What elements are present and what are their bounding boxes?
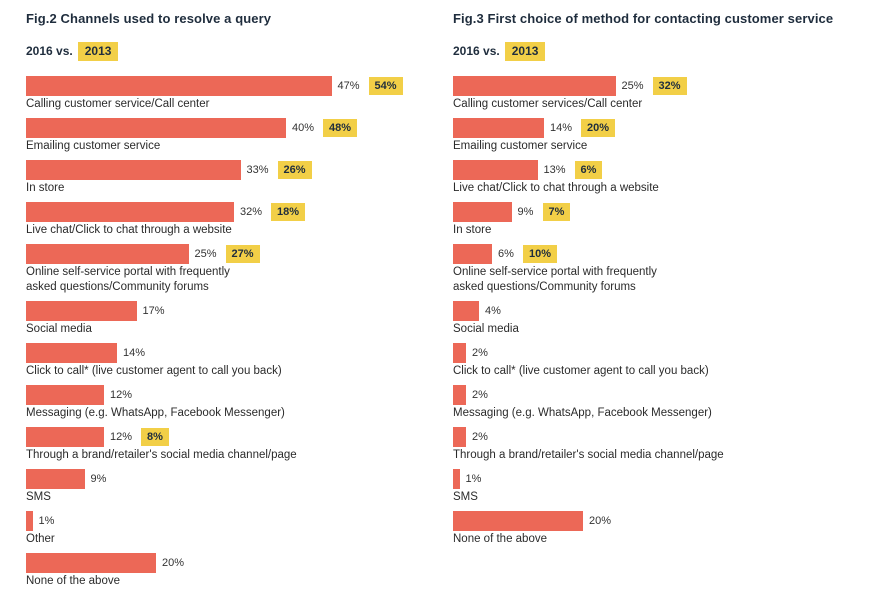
fig2-bar-2016	[26, 244, 189, 264]
fig2-category-label: Online self-service portal with frequent…	[26, 266, 230, 293]
fig3-value-label-2016: 2%	[472, 389, 488, 401]
fig2-category-label: Social media	[26, 323, 92, 335]
fig3-value-badge-2013: 32%	[652, 77, 687, 95]
fig2-category-label: Emailing customer service	[26, 140, 161, 152]
fig3-bar-2016	[453, 385, 466, 405]
fig2-panel: Fig.2 Channels used to resolve a query 2…	[26, 0, 436, 610]
fig3-value-label-2016: 1%	[465, 473, 482, 485]
fig2-current-year-label: 2016 vs.	[26, 44, 73, 58]
fig2-bar-2016	[26, 553, 156, 573]
fig3-category-label: Through a brand/retailer's social media …	[453, 449, 724, 461]
fig3-category-label: SMS	[453, 491, 478, 503]
fig3-category-label: In store	[453, 224, 492, 236]
fig3-value-badge-2013: 20%	[581, 119, 616, 137]
fig2-value-label-2016: 17%	[142, 305, 165, 317]
fig2-category-label: SMS	[26, 491, 51, 503]
fig3-previous-year-badge: 2013	[504, 41, 546, 61]
fig2-category-label: Through a brand/retailer's social media …	[26, 449, 297, 461]
fig3-category-label: Click to call* (live customer agent to c…	[453, 365, 709, 377]
fig3-value-badge-2013: 6%	[574, 161, 603, 179]
fig3-bar-2016	[453, 160, 538, 180]
fig2-value-badge-2013: 54%	[368, 77, 403, 95]
fig2-value-label-2016: 12%	[110, 431, 133, 443]
fig3-category-label: Live chat/Click to chat through a websit…	[453, 182, 659, 194]
fig3-value-label-2016: 9%	[517, 206, 534, 218]
fig2-value-badge-2013: 8%	[141, 428, 169, 446]
fig2-value-label-2016: 40%	[292, 122, 315, 134]
fig2-value-badge-2013: 48%	[323, 119, 358, 137]
fig3-bar-2016	[453, 202, 512, 222]
fig2-value-label-2016: 1%	[38, 515, 55, 527]
fig3-value-label-2016: 25%	[621, 80, 644, 92]
fig2-bar-2016	[26, 469, 85, 489]
fig2-bar-2016	[26, 343, 117, 363]
fig3-bar-2016	[453, 301, 479, 321]
fig2-category-label: Calling customer service/Call center	[26, 98, 210, 110]
fig2-category-label: None of the above	[26, 575, 120, 587]
fig3-category-label: Emailing customer service	[453, 140, 588, 152]
fig3-bar-2016	[453, 511, 583, 531]
fig3-value-label-2016: 4%	[485, 305, 501, 317]
fig2-title: Fig.2 Channels used to resolve a query	[26, 11, 272, 26]
fig2-value-label-2016: 12%	[110, 389, 133, 401]
fig2-value-label-2016: 25%	[194, 248, 217, 260]
fig3-category-label: Messaging (e.g. WhatsApp, Facebook Messe…	[453, 407, 712, 419]
fig3-bar-2016	[453, 76, 616, 96]
fig3-bar-2016	[453, 343, 466, 363]
fig3-bar-2016	[453, 469, 460, 489]
fig2-year-legend: 2016 vs. 2013	[26, 41, 119, 61]
fig2-category-label: Messaging (e.g. WhatsApp, Facebook Messe…	[26, 407, 285, 419]
fig3-bar-2016	[453, 427, 466, 447]
fig3-category-label: Social media	[453, 323, 519, 335]
fig3-bar-2016	[453, 244, 492, 264]
fig2-bar-2016	[26, 301, 137, 321]
fig3-value-label-2016: 20%	[589, 515, 612, 527]
fig3-category-label: None of the above	[453, 533, 547, 545]
fig3-category-label: Calling customer services/Call center	[453, 98, 643, 110]
fig3-value-badge-2013: 10%	[523, 245, 558, 263]
fig2-value-label-2016: 20%	[162, 557, 185, 569]
fig3-category-label: Online self-service portal with frequent…	[453, 266, 657, 293]
fig2-value-label-2016: 14%	[123, 347, 146, 359]
fig2-bar-2016	[26, 118, 286, 138]
fig2-bar-2016	[26, 76, 332, 96]
fig3-bar-2016	[453, 118, 544, 138]
fig3-panel: Fig.3 First choice of method for contact…	[453, 0, 863, 610]
fig2-value-badge-2013: 18%	[271, 203, 306, 221]
fig2-bar-2016	[26, 427, 104, 447]
fig2-bar-2016	[26, 160, 241, 180]
fig3-current-year-label: 2016 vs.	[453, 44, 500, 58]
fig2-category-label: Other	[26, 533, 55, 545]
fig3-value-label-2016: 13%	[543, 164, 566, 176]
fig2-value-badge-2013: 27%	[225, 245, 260, 263]
fig3-value-label-2016: 2%	[472, 347, 488, 359]
fig2-value-label-2016: 47%	[337, 80, 360, 92]
fig2-category-label: In store	[26, 182, 65, 194]
fig3-value-label-2016: 14%	[550, 122, 573, 134]
fig2-value-label-2016: 9%	[90, 473, 107, 485]
fig3-value-badge-2013: 7%	[542, 203, 571, 221]
fig2-bar-2016	[26, 511, 33, 531]
fig3-title: Fig.3 First choice of method for contact…	[453, 11, 834, 26]
fig2-value-label-2016: 33%	[246, 164, 269, 176]
fig3-value-label-2016: 2%	[472, 431, 488, 443]
fig2-category-label: Click to call* (live customer agent to c…	[26, 365, 282, 377]
fig2-value-label-2016: 32%	[240, 206, 263, 218]
fig2-category-label: Live chat/Click to chat through a websit…	[26, 224, 232, 236]
fig3-value-label-2016: 6%	[498, 248, 514, 260]
fig2-value-badge-2013: 26%	[277, 161, 312, 179]
fig2-bar-2016	[26, 202, 234, 222]
fig3-year-legend: 2016 vs. 2013	[453, 41, 546, 61]
fig2-bar-2016	[26, 385, 104, 405]
fig2-previous-year-badge: 2013	[77, 41, 119, 61]
